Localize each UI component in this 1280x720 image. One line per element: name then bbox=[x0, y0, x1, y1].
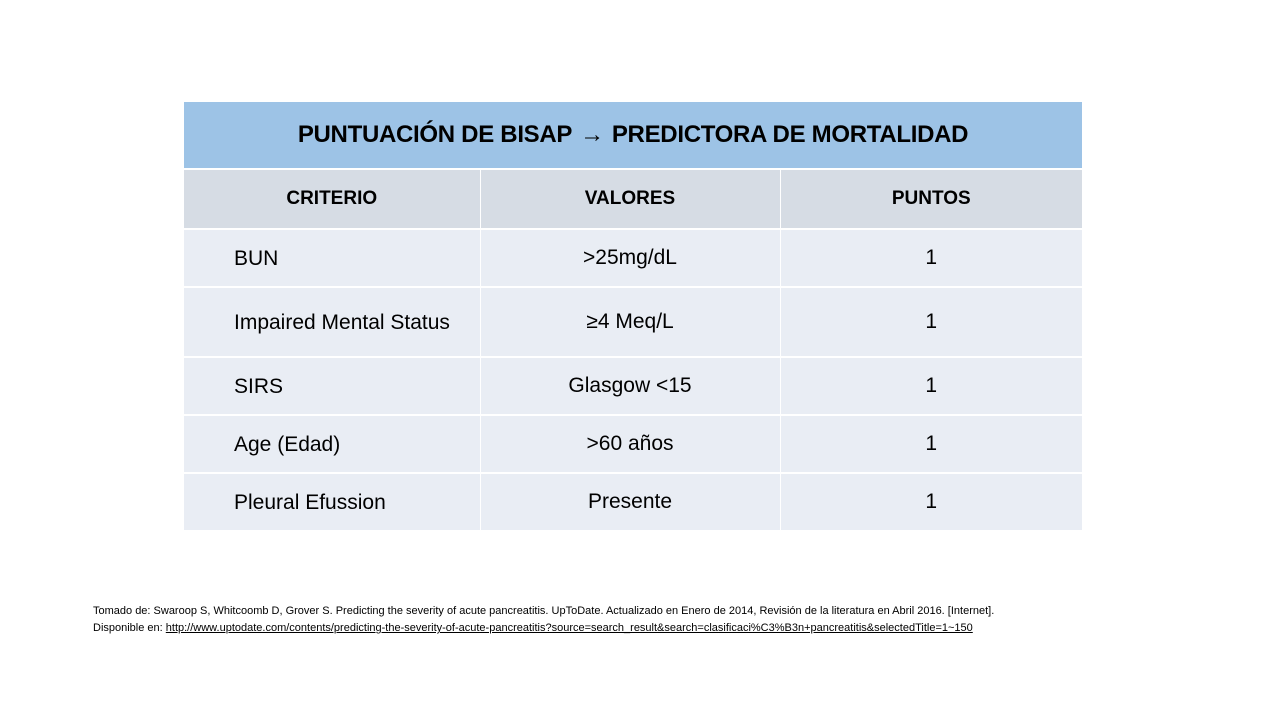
valor-cell: Glasgow <15 bbox=[479, 356, 780, 415]
right-arrow-icon: → bbox=[580, 121, 604, 148]
criterio-cell: SIRS bbox=[184, 356, 480, 415]
puntos-cell: 1 bbox=[779, 472, 1083, 530]
header-puntos: PUNTOS bbox=[779, 168, 1083, 229]
table-row: Impaired Mental Status ≥4 Meq/L 1 bbox=[184, 286, 1083, 357]
table-title-left: PUNTUACIÓN DE BISAP bbox=[297, 121, 573, 148]
valor-cell: Presente bbox=[479, 472, 780, 530]
valor-cell: >60 años bbox=[479, 414, 780, 473]
citation-line2: Disponible en: http://www.uptodate.com/c… bbox=[93, 620, 1213, 637]
criterio-cell: BUN bbox=[184, 228, 480, 287]
table-title-right: PREDICTORA DE MORTALIDAD bbox=[611, 121, 969, 148]
citation-line1: Tomado de: Swaroop S, Whitcoomb D, Grove… bbox=[93, 605, 995, 617]
table-row: BUN >25mg/dL 1 bbox=[184, 228, 1083, 287]
valor-cell: >25mg/dL bbox=[479, 228, 780, 287]
table-header-row: CRITERIO VALORES PUNTOS bbox=[184, 168, 1083, 229]
puntos-cell: 1 bbox=[779, 228, 1083, 287]
table-row: Pleural Efussion Presente 1 bbox=[184, 472, 1083, 530]
puntos-cell: 1 bbox=[779, 356, 1083, 415]
citation: Tomado de: Swaroop S, Whitcoomb D, Grove… bbox=[93, 603, 1213, 637]
puntos-cell: 1 bbox=[779, 414, 1083, 473]
criterio-cell: Pleural Efussion bbox=[184, 472, 480, 530]
table-row: Age (Edad) >60 años 1 bbox=[184, 414, 1083, 473]
header-criterio: CRITERIO bbox=[184, 168, 480, 229]
table-row: SIRS Glasgow <15 1 bbox=[184, 356, 1083, 415]
criterio-cell: Age (Edad) bbox=[184, 414, 480, 473]
valor-cell: ≥4 Meq/L bbox=[479, 286, 780, 357]
bisap-table: PUNTUACIÓN DE BISAP → PREDICTORA DE MORTAL… bbox=[184, 102, 1083, 530]
puntos-cell: 1 bbox=[779, 286, 1083, 357]
table-title: PUNTUACIÓN DE BISAP → PREDICTORA DE MORTAL… bbox=[184, 102, 1083, 169]
table-title-row: PUNTUACIÓN DE BISAP → PREDICTORA DE MORTAL… bbox=[184, 102, 1083, 169]
citation-prefix: Disponible en: bbox=[93, 622, 166, 634]
criterio-cell: Impaired Mental Status bbox=[184, 286, 480, 357]
header-valores: VALORES bbox=[479, 168, 780, 229]
citation-link[interactable]: http://www.uptodate.com/contents/predict… bbox=[165, 622, 973, 634]
